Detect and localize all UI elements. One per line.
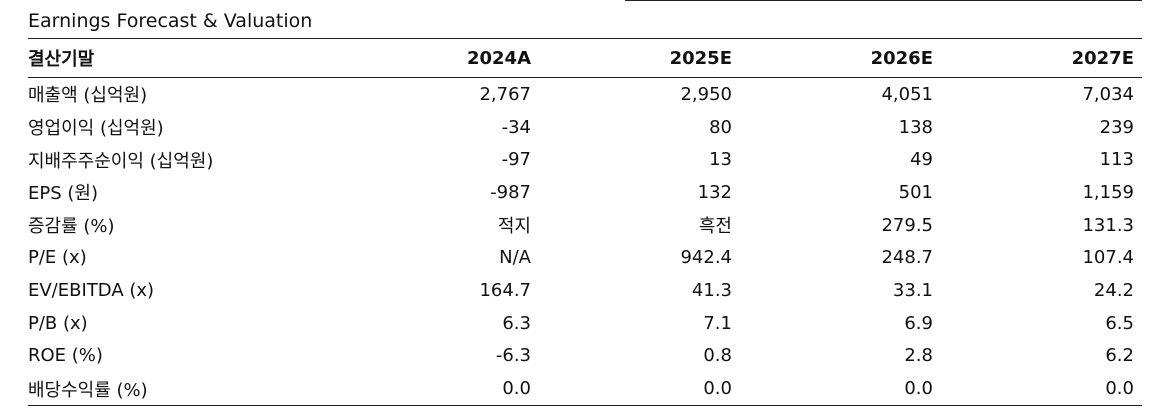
table-cell: 6.9: [904, 312, 933, 334]
column-header-2026e: 2026E: [870, 47, 933, 69]
table-row: ROE (%) -6.3 0.8 2.8 6.2: [28, 340, 1142, 373]
table-cell: 4,051: [881, 83, 933, 105]
table-row: EV/EBITDA (x) 164.7 41.3 33.1 24.2: [28, 274, 1142, 307]
table-cell: 138: [898, 116, 933, 138]
table-cell: 1,159: [1082, 181, 1134, 203]
column-header-2024a: 2024A: [466, 47, 531, 69]
row-label-pe: P/E (x): [28, 247, 87, 269]
table-cell: 107.4: [1082, 247, 1134, 269]
earnings-forecast-table-container: 결산기말 2024A 2025E 2026E 2027E 매출액 (십억원) 2…: [28, 38, 1142, 406]
table-row: P/B (x) 6.3 7.1 6.9 6.5: [28, 307, 1142, 340]
table-cell: 942.4: [680, 247, 732, 269]
table-cell: 33.1: [892, 279, 933, 301]
table-cell: 41.3: [691, 279, 732, 301]
row-label-roe: ROE (%): [28, 345, 103, 367]
table-row: 지배주주순이익 (십억원) -97 13 49 113: [28, 143, 1142, 176]
table-cell: 279.5: [881, 214, 933, 236]
table-cell: 49: [910, 149, 933, 171]
table-cell: 131.3: [1082, 214, 1134, 236]
row-label-growth-rate: 증감률 (%): [28, 216, 115, 238]
table-row: 영업이익 (십억원) -34 80 138 239: [28, 111, 1142, 144]
table-cell: -34: [501, 116, 531, 138]
table-cell: 흑전: [698, 216, 732, 238]
table-row: 배당수익률 (%) 0.0 0.0 0.0 0.0: [28, 372, 1142, 406]
row-label-revenue: 매출액 (십억원): [28, 85, 148, 107]
table-row: 매출액 (십억원) 2,767 2,950 4,051 7,034: [28, 78, 1142, 111]
table-cell: N/A: [499, 247, 531, 269]
table-cell: 132: [697, 181, 732, 203]
table-cell: 164.7: [479, 279, 531, 301]
table-row: EPS (원) -987 132 501 1,159: [28, 176, 1142, 209]
table-cell: 6.2: [1105, 345, 1134, 367]
row-label-dividend-yield: 배당수익률 (%): [28, 379, 148, 401]
column-header-2025e: 2025E: [669, 47, 732, 69]
earnings-forecast-table: 결산기말 2024A 2025E 2026E 2027E 매출액 (십억원) 2…: [28, 38, 1142, 406]
table-cell: 6.5: [1105, 312, 1134, 334]
table-cell: 80: [709, 116, 732, 138]
column-header-fiscal-year-end: 결산기말: [28, 49, 95, 70]
table-cell: 7.1: [703, 312, 732, 334]
table-cell: 2,767: [479, 83, 531, 105]
row-label-net-income: 지배주주순이익 (십억원): [28, 150, 214, 172]
table-cell: 2,950: [680, 83, 732, 105]
table-row: P/E (x) N/A 942.4 248.7 107.4: [28, 241, 1142, 274]
table-cell: 0.0: [1105, 378, 1134, 400]
table-cell: 6.3: [502, 312, 531, 334]
table-cell: 501: [898, 181, 933, 203]
table-cell: 113: [1099, 149, 1134, 171]
table-cell: 24.2: [1093, 279, 1134, 301]
row-label-pb: P/B (x): [28, 312, 88, 334]
table-cell: 239: [1099, 116, 1134, 138]
row-label-operating-profit: 영업이익 (십억원): [28, 118, 164, 140]
table-cell: -987: [490, 181, 531, 203]
table-cell: 0.0: [502, 378, 531, 400]
table-cell: -6.3: [495, 345, 531, 367]
row-label-ev-ebitda: EV/EBITDA (x): [28, 279, 155, 301]
table-cell: 0.8: [703, 345, 732, 367]
table-cell: 0.0: [703, 378, 732, 400]
table-cell: 적지: [497, 216, 531, 238]
table-cell: 248.7: [881, 247, 933, 269]
table-header-row: 결산기말 2024A 2025E 2026E 2027E: [28, 38, 1142, 78]
column-header-2027e: 2027E: [1071, 47, 1134, 69]
top-divider: [625, 0, 1142, 1]
table-cell: -97: [501, 149, 531, 171]
table-row: 증감률 (%) 적지 흑전 279.5 131.3: [28, 209, 1142, 242]
row-label-eps: EPS (원): [28, 183, 98, 205]
table-title: Earnings Forecast & Valuation: [28, 10, 313, 32]
table-cell: 13: [709, 149, 732, 171]
table-cell: 2.8: [904, 345, 933, 367]
table-cell: 0.0: [904, 378, 933, 400]
table-cell: 7,034: [1082, 83, 1134, 105]
